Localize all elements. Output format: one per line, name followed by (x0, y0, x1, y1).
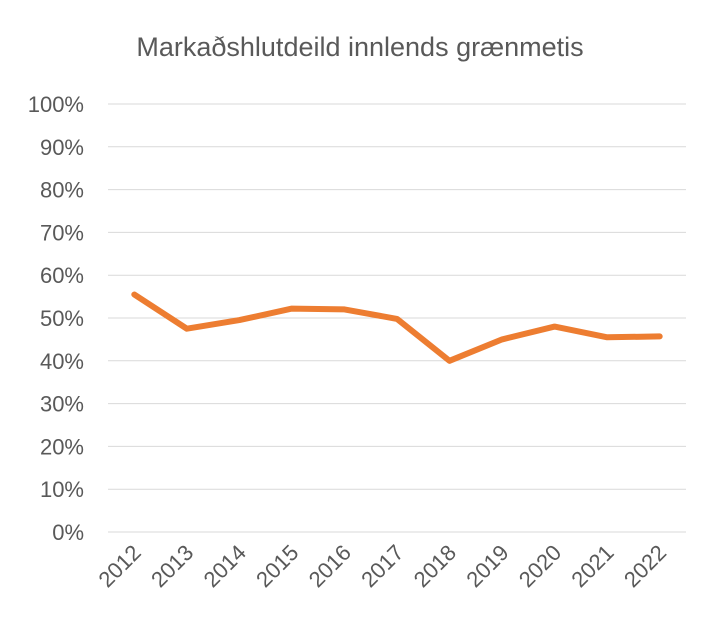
chart-title: Markaðshlutdeild innlends grænmetis (136, 32, 583, 62)
x-tick-label: 2016 (304, 540, 356, 592)
x-tick-label: 2021 (566, 540, 618, 592)
y-tick-label: 70% (40, 220, 84, 245)
x-tick-label: 2022 (619, 540, 671, 592)
y-tick-label: 40% (40, 349, 84, 374)
series-line-0 (131, 291, 663, 364)
x-tick-label: 2017 (356, 540, 408, 592)
y-tick-label: 90% (40, 135, 84, 160)
x-tick-label: 2013 (146, 540, 198, 592)
y-tick-label: 100% (28, 92, 84, 117)
y-tick-label: 10% (40, 477, 84, 502)
y-tick-label: 80% (40, 178, 84, 203)
y-tick-label: 50% (40, 306, 84, 331)
x-tick-label: 2014 (199, 540, 251, 592)
x-tick-label: 2018 (409, 540, 461, 592)
y-tick-label: 60% (40, 263, 84, 288)
y-axis-tick-labels: 0% 10% 20% 30% 40% 50% 60% 70% 80% 90% 100% (28, 92, 84, 545)
y-tick-label: 20% (40, 434, 84, 459)
y-tick-label: 0% (52, 520, 84, 545)
x-tick-label: 2019 (461, 540, 513, 592)
x-tick-label: 2020 (514, 540, 566, 592)
x-axis-tick-labels: 2012 2013 2014 2015 2016 2017 2018 2019 2020 2021… (94, 540, 672, 592)
y-tick-label: 30% (40, 392, 84, 417)
x-tick-label: 2015 (251, 540, 303, 592)
series-group (131, 291, 663, 364)
x-tick-label: 2012 (94, 540, 146, 592)
